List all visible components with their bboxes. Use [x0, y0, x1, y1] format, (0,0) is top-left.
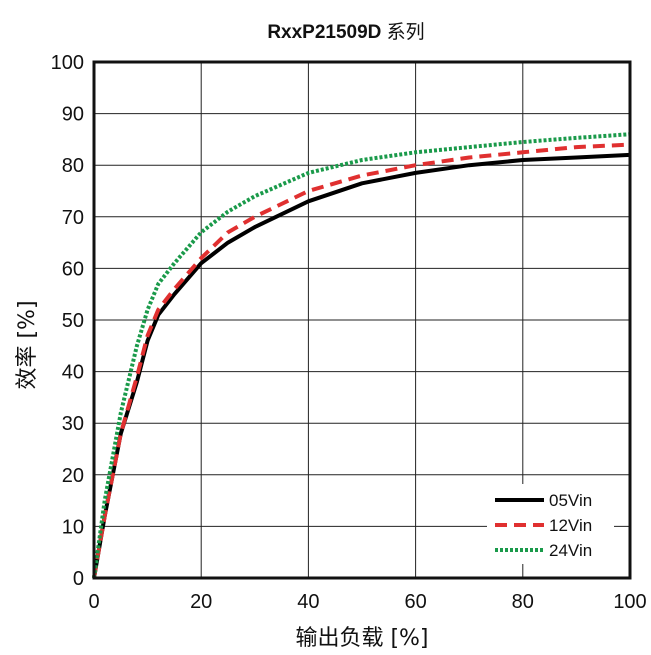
legend-label-05vin: 05Vin: [549, 491, 592, 510]
x-tick-label: 100: [613, 591, 646, 613]
y-tick-label: 30: [62, 413, 84, 435]
series-line-12vin: [92, 142, 631, 579]
y-tick-label: 10: [62, 516, 84, 538]
series-lines: [92, 132, 631, 579]
x-tick-label: 40: [297, 591, 319, 613]
chart-title: RxxP21509D 系列: [267, 21, 424, 43]
x-tick-label: 80: [512, 591, 534, 613]
y-axis-label: 效率 [%]: [15, 300, 40, 389]
x-tick-label: 20: [190, 591, 212, 613]
y-tick-label: 90: [62, 104, 84, 126]
y-tick-label: 100: [51, 52, 84, 74]
legend-label-12vin: 12Vin: [549, 516, 592, 535]
series-line-24vin: [92, 132, 631, 579]
y-tick-label: 20: [62, 465, 84, 487]
y-tick-label: 80: [62, 155, 84, 177]
y-tick-labels: 0 10 20 30 40 50 60 70 80 90 100: [51, 52, 84, 590]
x-axis-label: 输出负载 [%]: [295, 626, 428, 651]
y-tick-label: 40: [62, 362, 84, 384]
y-tick-label: 0: [73, 568, 84, 590]
chart-title-suffix: 系列: [381, 21, 424, 43]
x-tick-label: 60: [404, 591, 426, 613]
legend-background: [487, 484, 614, 564]
chart-title-main: RxxP21509D: [267, 22, 381, 43]
y-tick-label: 50: [62, 310, 84, 332]
x-tick-labels: 0 20 40 60 80 100: [88, 591, 646, 613]
legend: 05Vin 12Vin 24Vin: [487, 484, 614, 564]
x-tick-label: 0: [88, 591, 99, 613]
y-tick-label: 70: [62, 207, 84, 229]
plot-frame: [92, 60, 632, 580]
y-tick-label: 60: [62, 258, 84, 280]
legend-label-24vin: 24Vin: [549, 541, 592, 560]
